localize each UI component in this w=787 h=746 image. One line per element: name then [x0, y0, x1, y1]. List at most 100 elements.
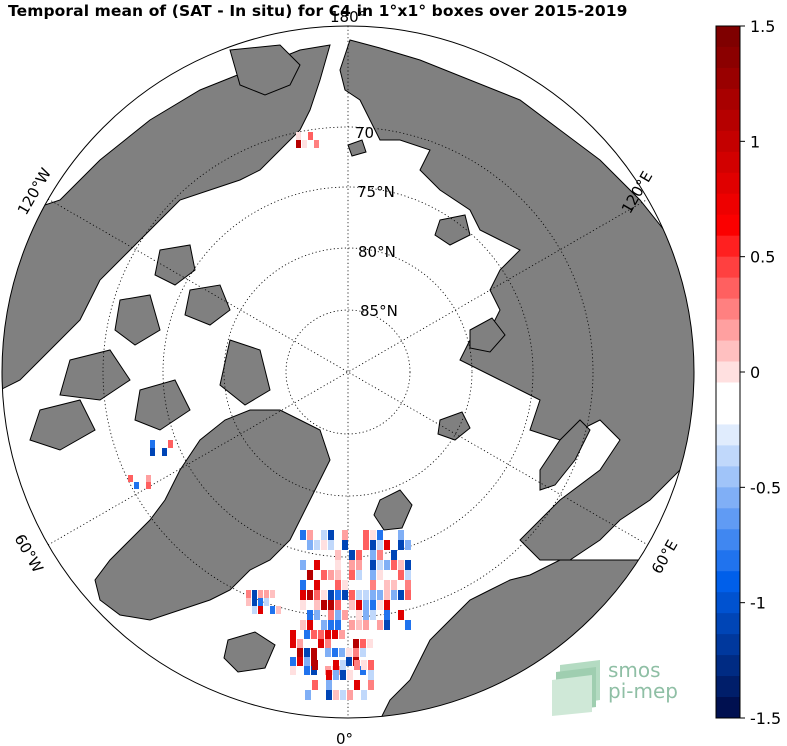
anomaly-cell	[252, 598, 257, 606]
smos-pi-mep-logo: smos pi-mep	[608, 660, 678, 702]
colorbar-segment	[716, 130, 740, 153]
colorbar-segment	[716, 571, 740, 593]
anomaly-cell	[162, 448, 167, 456]
land-archipelago-7	[134, 379, 191, 431]
anomaly-cell	[363, 600, 369, 610]
anomaly-cell	[290, 630, 296, 639]
anomaly-cell	[296, 132, 301, 140]
anomaly-cell	[349, 600, 355, 610]
anomaly-cell	[405, 560, 411, 570]
anomaly-cell	[342, 540, 348, 550]
land-archipelago-5	[219, 339, 271, 406]
anomaly-cell	[342, 580, 348, 590]
land-iceland	[223, 631, 276, 673]
colorbar-tick-label: -1	[750, 594, 766, 613]
anomaly-cell	[368, 670, 374, 680]
anomaly-cell	[360, 648, 366, 657]
anomaly-cell	[335, 560, 341, 570]
anomaly-cell	[328, 610, 334, 620]
anomaly-cell	[370, 610, 376, 620]
anomaly-cell	[321, 570, 327, 580]
anomaly-cell	[307, 570, 313, 580]
anomaly-cell	[333, 690, 339, 700]
anomaly-cell	[311, 648, 317, 657]
anomaly-cell	[318, 630, 324, 639]
anomaly-cell	[340, 690, 346, 700]
anomaly-cell	[335, 580, 341, 590]
lon-label-60w: 60°W	[11, 531, 47, 576]
anomaly-cell	[377, 540, 383, 550]
anomaly-cell	[270, 606, 275, 614]
anomaly-cell	[361, 690, 367, 700]
anomaly-cell	[335, 620, 341, 630]
smos-logo-icon	[552, 660, 600, 716]
anomaly-cell	[168, 440, 173, 448]
anomaly-cell	[377, 600, 383, 610]
anomaly-cell	[349, 590, 355, 600]
colorbar-tick-label: -0.5	[750, 478, 781, 497]
anomaly-cell	[368, 680, 374, 690]
anomaly-cell	[398, 540, 404, 550]
anomaly-cell	[307, 530, 313, 540]
anomaly-cell	[340, 670, 346, 680]
anomaly-cell	[370, 540, 376, 550]
anomaly-cell	[339, 630, 345, 639]
anomaly-cell	[297, 648, 303, 657]
anomaly-cell	[314, 590, 320, 600]
anomaly-cell	[307, 540, 313, 550]
anomaly-cell	[290, 666, 296, 675]
anomaly-cell	[356, 620, 362, 630]
anomaly-cell	[398, 570, 404, 580]
anomaly-cell	[258, 590, 263, 598]
anomaly-cell	[368, 660, 374, 670]
anomaly-cell	[391, 580, 397, 590]
anomaly-cell	[398, 530, 404, 540]
anomaly-cell	[304, 666, 310, 675]
colorbar-segment	[716, 67, 740, 90]
anomaly-cell	[405, 620, 411, 630]
colorbar-tick-label: 0	[750, 363, 760, 382]
colorbar-segment	[716, 382, 740, 404]
anomaly-cell	[405, 580, 411, 590]
colorbar-segment	[716, 529, 740, 551]
anomaly-cell	[312, 660, 318, 670]
anomaly-cell	[349, 620, 355, 630]
anomaly-cell	[335, 610, 341, 620]
anomaly-cell	[384, 580, 390, 590]
anomaly-cell	[370, 580, 376, 590]
anomaly-cell	[370, 530, 376, 540]
anomaly-cell	[384, 560, 390, 570]
colorbar-segment	[716, 46, 740, 69]
colorbar-segment	[716, 361, 740, 383]
anomaly-cell	[326, 690, 332, 700]
anomaly-cell	[363, 540, 369, 550]
anomaly-cell	[377, 530, 383, 540]
anomaly-cell	[377, 590, 383, 600]
anomaly-cell	[246, 598, 251, 606]
anomaly-cell	[333, 660, 339, 670]
anomaly-cell	[146, 482, 151, 489]
anomaly-cell	[325, 648, 331, 657]
anomaly-cell	[321, 530, 327, 540]
anomaly-cell	[264, 598, 269, 606]
land-archipelago-1	[154, 244, 196, 286]
colorbar-segment	[716, 655, 740, 677]
colorbar	[716, 26, 740, 719]
land-alaska	[229, 44, 301, 96]
colorbar-segment	[716, 277, 740, 300]
anomaly-cell	[342, 590, 348, 600]
anomaly-cell	[360, 639, 366, 648]
anomaly-cell	[321, 600, 327, 610]
colorbar-segment	[716, 487, 740, 509]
anomaly-cell	[328, 570, 334, 580]
anomaly-cell	[346, 648, 352, 657]
anomaly-cell	[290, 639, 296, 648]
anomaly-cell	[356, 560, 362, 570]
colorbar-segment	[716, 676, 740, 698]
anomaly-cell	[312, 680, 318, 690]
colorbar-segment	[716, 592, 740, 614]
anomaly-cell	[384, 590, 390, 600]
map-title: Temporal mean of (SAT - In situ) for C4 …	[8, 2, 628, 20]
anomaly-cell	[296, 140, 301, 148]
anomaly-cell	[332, 648, 338, 657]
